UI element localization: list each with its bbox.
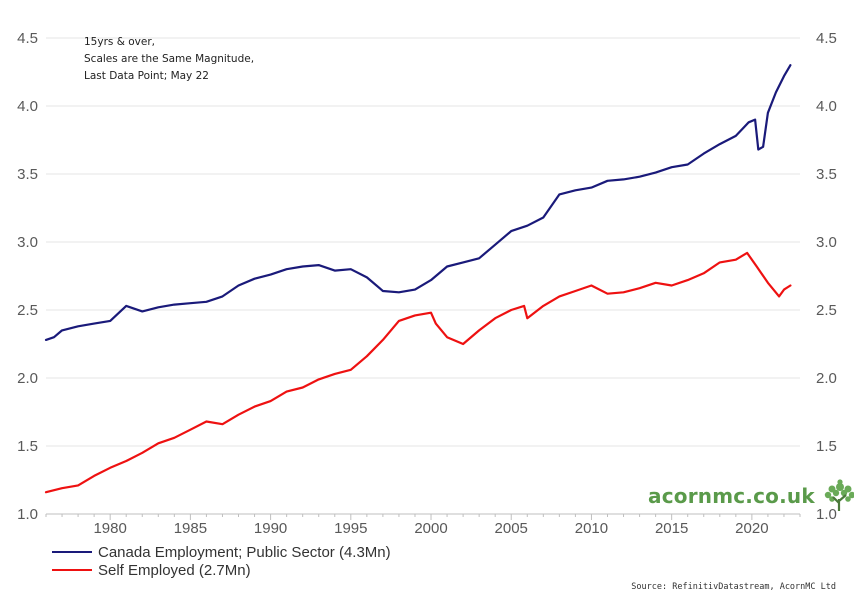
legend-item: Canada Employment; Public Sector (4.3Mn)	[52, 543, 391, 561]
x-tick-label: 2015	[655, 520, 688, 537]
y-tick-label-left: 1.0	[17, 506, 38, 523]
x-tick-label: 2010	[575, 520, 608, 537]
legend-swatch	[52, 551, 92, 553]
legend-swatch	[52, 569, 92, 571]
legend-label: Self Employed (2.7Mn)	[98, 561, 251, 579]
y-axis-right: 1.0 1.5 2.0 2.5 3.0 3.5 4.0 4.5	[816, 30, 837, 523]
x-tick-label: 2005	[495, 520, 528, 537]
x-tick-label: 1980	[93, 520, 126, 537]
x-tick-label: 1985	[174, 520, 207, 537]
y-tick-label-left: 3.0	[17, 234, 38, 251]
legend: Canada Employment; Public Sector (4.3Mn)…	[52, 543, 391, 579]
y-tick-label-right: 2.0	[816, 370, 837, 387]
series-lines	[44, 64, 792, 494]
annotation-line: Last Data Point; May 22	[84, 70, 209, 82]
y-tick-label-right: 3.0	[816, 234, 837, 251]
tree-icon	[824, 479, 854, 511]
y-tick-label-right: 2.5	[816, 302, 837, 319]
brand-text: acornmc.co.uk	[648, 484, 815, 508]
legend-item: Self Employed (2.7Mn)	[52, 561, 391, 579]
self-employed-line	[44, 251, 792, 494]
x-axis: 1980 1985 1990 1995 2000 2005 2010 2015 2020	[45, 513, 801, 537]
x-tick-label: 2000	[414, 520, 447, 537]
y-tick-label-left: 4.5	[17, 30, 38, 47]
y-tick-label-left: 4.0	[17, 98, 38, 115]
x-tick-label: 2020	[735, 520, 768, 537]
annotation-line: Scales are the Same Magnitude,	[84, 53, 255, 65]
y-tick-label-right: 4.5	[816, 30, 837, 47]
y-tick-label-right: 1.0	[816, 506, 837, 523]
brand-logo: acornmc.co.uk	[648, 479, 854, 513]
y-tick-label-left: 2.0	[17, 370, 38, 387]
y-tick-label-right: 3.5	[816, 166, 837, 183]
y-tick-label-left: 1.5	[17, 438, 38, 455]
legend-label: Canada Employment; Public Sector (4.3Mn)	[98, 543, 391, 561]
x-tick-label: 1995	[334, 520, 367, 537]
y-tick-label-left: 3.5	[17, 166, 38, 183]
annotation-line: 15yrs & over,	[84, 36, 155, 48]
x-tick-label: 1990	[254, 520, 287, 537]
y-tick-label-right: 1.5	[816, 438, 837, 455]
chart-annotation: 15yrs & over, Scales are the Same Magnit…	[84, 34, 254, 85]
source-note: Source: RefinitivDatastream, AcornMC Ltd	[631, 582, 836, 592]
public-sector-line	[44, 64, 792, 341]
y-tick-label-left: 2.5	[17, 302, 38, 319]
y-tick-label-right: 4.0	[816, 98, 837, 115]
gridlines	[46, 37, 800, 515]
y-axis-left: 1.0 1.5 2.0 2.5 3.0 3.5 4.0 4.5	[17, 30, 38, 523]
